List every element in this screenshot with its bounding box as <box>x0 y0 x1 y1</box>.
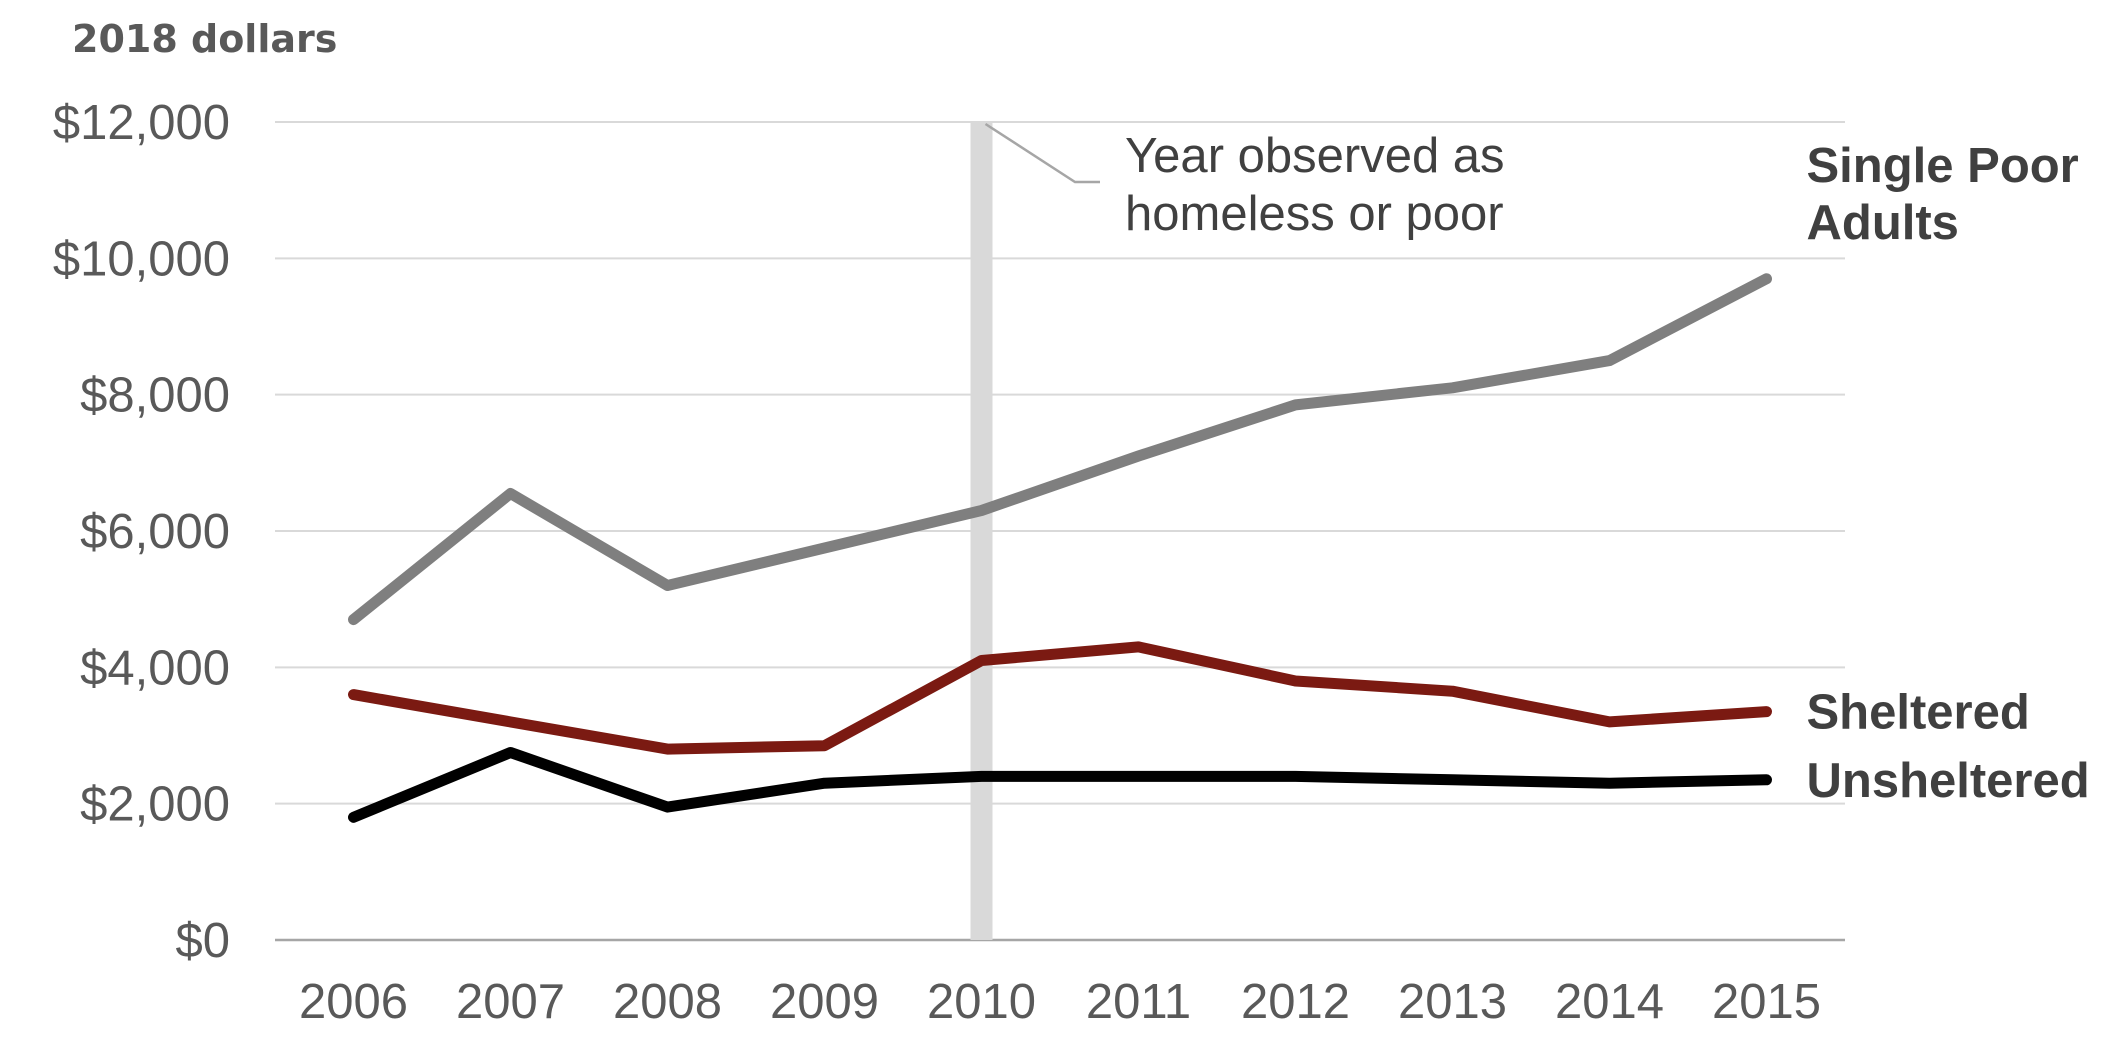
x-axis-ticks: 2006 2007 2008 2009 2010 2011 2012 2013 2014 2015 <box>299 975 1821 1029</box>
annotation-text: homeless or poor <box>1125 187 1504 241</box>
x-tick-label: 2014 <box>1555 975 1664 1029</box>
annotation-band-bar <box>970 122 993 940</box>
y-tick-label: $12,000 <box>53 96 230 150</box>
y-tick-label: $4,000 <box>80 641 230 695</box>
annotation-band <box>970 122 993 940</box>
annotation-leader-line <box>984 122 1100 184</box>
y-tick-label: $0 <box>175 914 230 968</box>
series-line-single-poor-adults <box>348 273 1772 626</box>
series-label: Single Poor <box>1807 139 2079 193</box>
x-tick-label: 2011 <box>1086 975 1191 1029</box>
x-tick-label: 2015 <box>1712 975 1821 1029</box>
annotation-text: Year observed as <box>1125 129 1505 183</box>
x-tick-label: 2009 <box>770 975 879 1029</box>
series-label: Unsheltered <box>1807 754 2090 808</box>
y-tick-label: $10,000 <box>53 232 230 286</box>
x-tick-label: 2006 <box>299 975 408 1029</box>
series-line-unsheltered <box>348 747 1772 823</box>
y-tick-label: $2,000 <box>80 778 230 832</box>
y-tick-label: $8,000 <box>80 369 230 423</box>
y-axis-ticks: $0 $2,000 $4,000 $6,000 $8,000 $10,000 $12,000 <box>53 96 230 968</box>
y-tick-label: $6,000 <box>80 505 230 559</box>
series-label: Adults <box>1807 196 1959 250</box>
series-label: Sheltered <box>1807 686 2030 740</box>
x-tick-label: 2013 <box>1398 975 1507 1029</box>
series-lines <box>348 273 1772 823</box>
x-tick-label: 2008 <box>613 975 722 1029</box>
y-unit-label: 2018 dollars <box>72 17 337 61</box>
x-tick-label: 2010 <box>927 975 1036 1029</box>
gridlines <box>275 121 1845 942</box>
series-line-sheltered <box>348 641 1772 755</box>
x-tick-label: 2012 <box>1241 975 1350 1029</box>
x-tick-label: 2007 <box>456 975 565 1029</box>
